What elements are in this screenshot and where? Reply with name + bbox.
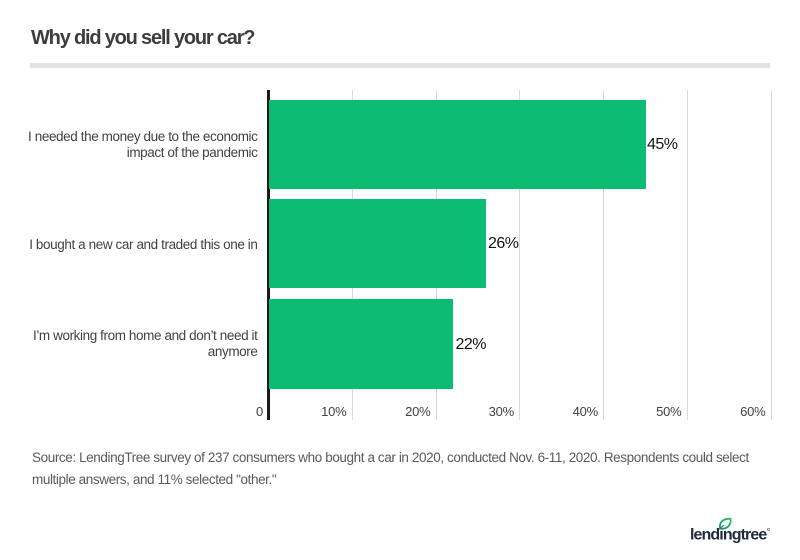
svg-text:lendıngtree: lendıngtree (690, 527, 767, 544)
